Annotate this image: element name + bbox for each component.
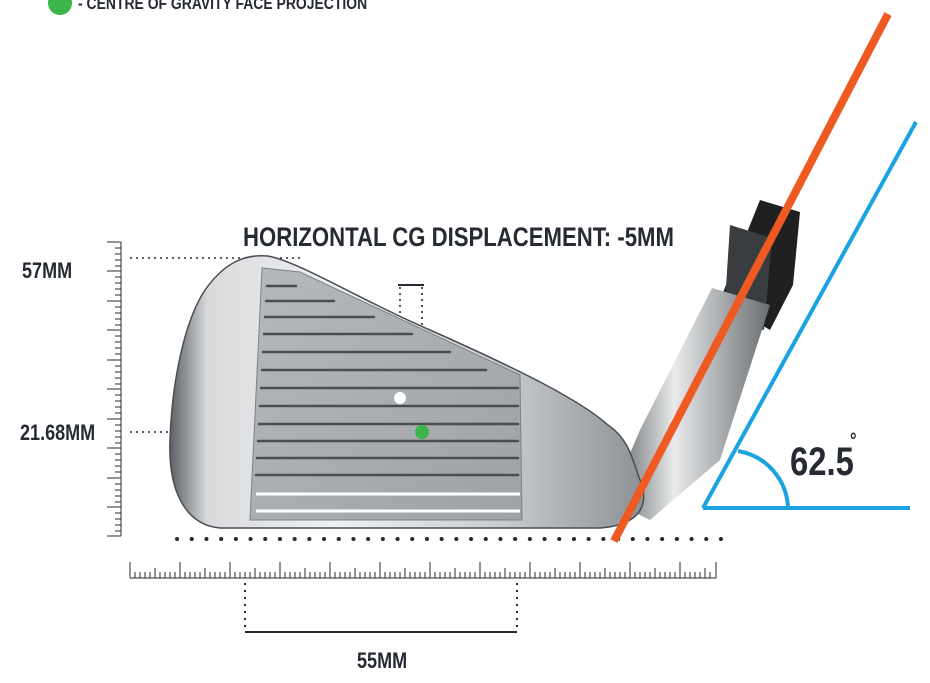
legend-dot [48,0,72,15]
cg-height-label: 21.68MM [20,420,96,445]
face-center-dot [394,392,406,404]
cg-projection-dot [415,425,429,439]
vertical-ruler [107,241,122,537]
lie-angle-label: 62.5 [790,440,854,484]
width-bracket [244,583,518,633]
diagram-title: HORIZONTAL CG DISPLACEMENT: -5MM [243,222,674,252]
degree-symbol: ° [850,430,857,452]
shaft-line [610,12,892,543]
blade-width-label: 55MM [357,648,408,673]
face-grooves [254,284,520,477]
club-face [249,267,523,521]
face-score-lines [256,492,520,513]
height-label: 57MM [22,258,73,283]
lie-angle-lines [701,121,918,510]
legend-label: - CENTRE OF GRAVITY FACE PROJECTION [78,0,368,13]
horizontal-ruler [129,562,717,579]
